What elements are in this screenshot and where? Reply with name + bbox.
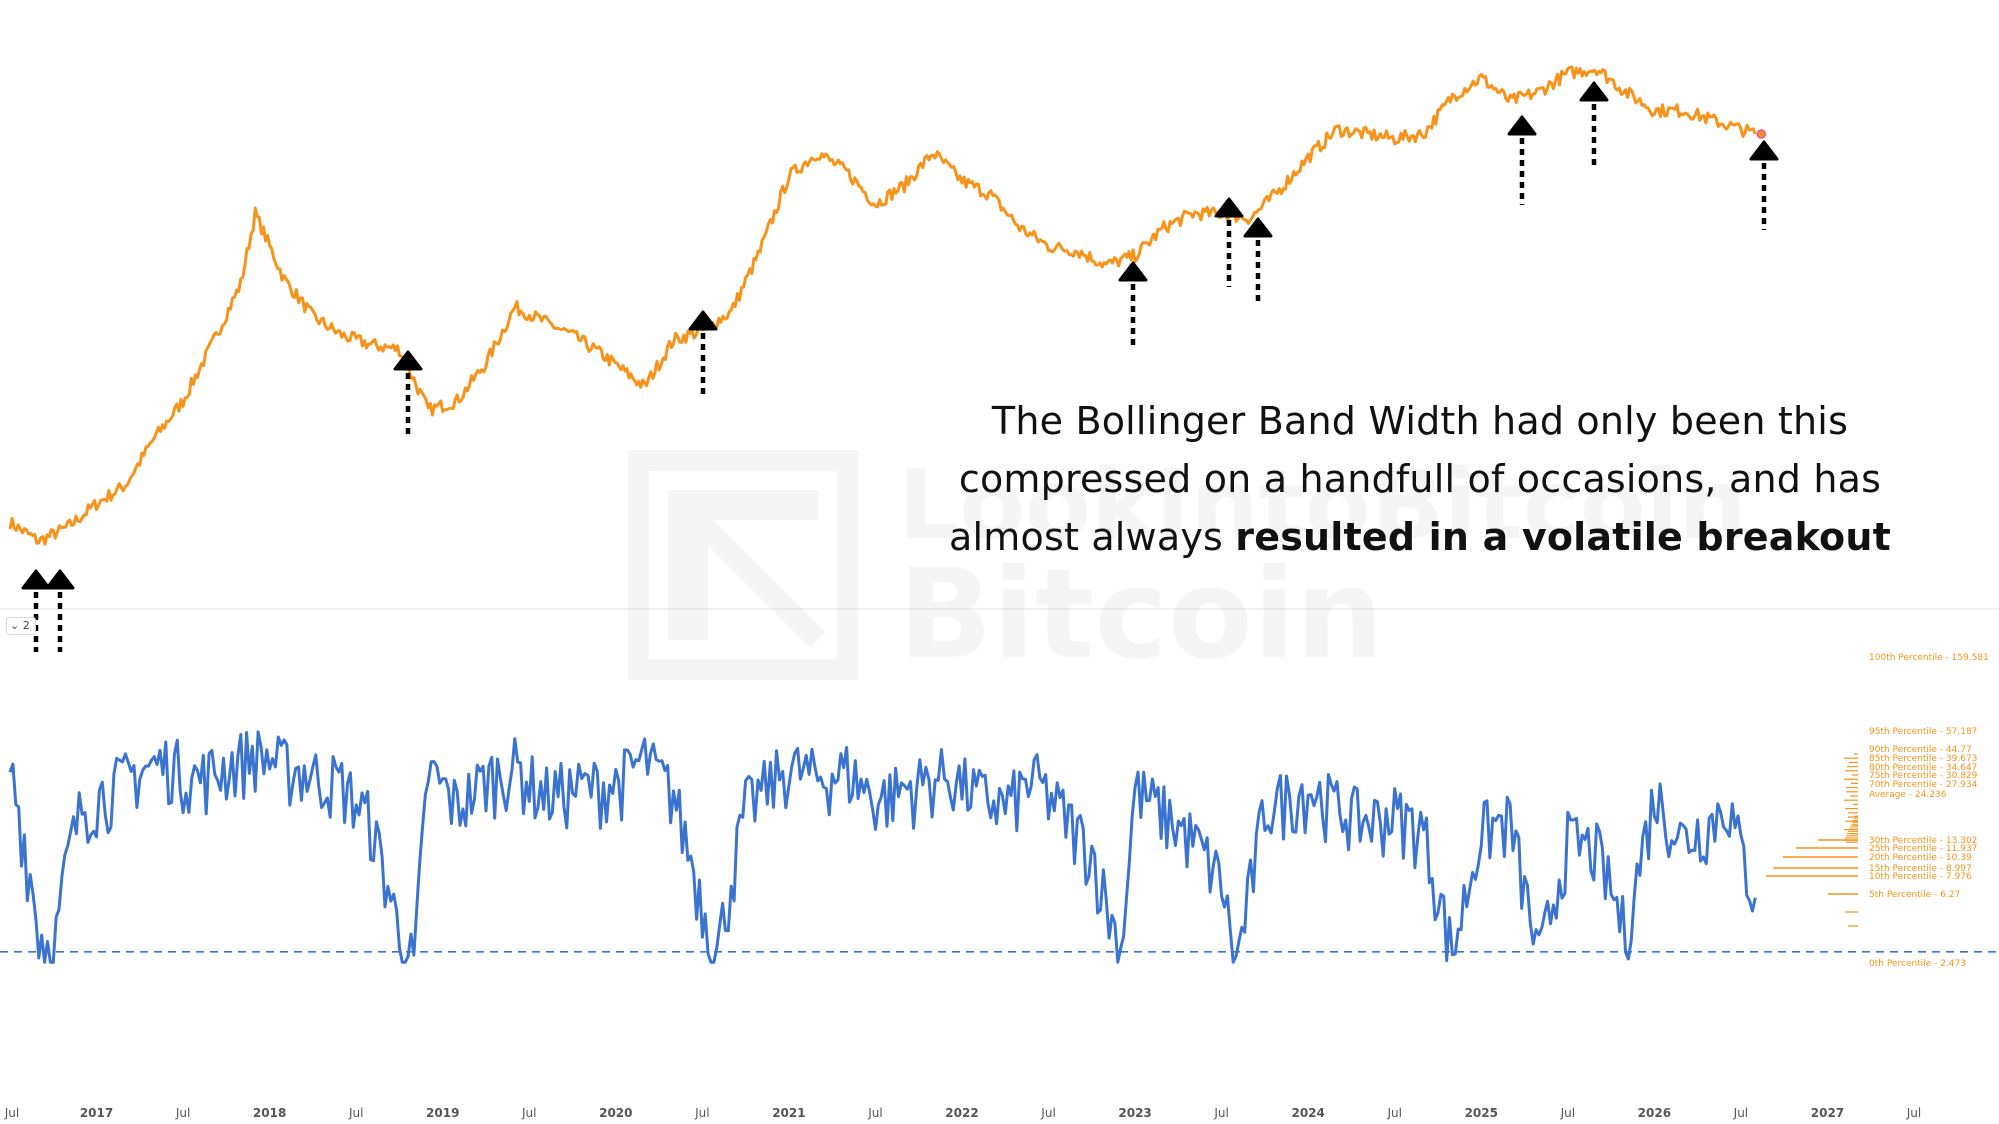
x-tick-label: 2024 — [1291, 1106, 1324, 1120]
percentile-histogram — [1766, 753, 1858, 927]
price-last-marker — [1756, 129, 1767, 139]
breakout-arrow — [45, 569, 75, 652]
x-tick-label: Jul — [867, 1106, 882, 1120]
x-tick-label: 2025 — [1465, 1106, 1498, 1120]
percentile-label: 15th Percentile - 8.997 — [1869, 864, 1972, 874]
pane-selector[interactable]: ⌄ 2 — [6, 617, 36, 635]
breakout-arrow — [1243, 217, 1273, 306]
percentile-label: 0th Percentile - 2.473 — [1869, 959, 1966, 969]
x-tick-label: Jul — [694, 1106, 709, 1120]
x-tick-label: 2026 — [1638, 1106, 1671, 1120]
pane-selector-value: 2 — [22, 619, 30, 632]
percentile-label: 25th Percentile - 11.937 — [1869, 844, 1977, 854]
percentile-label: 30th Percentile - 13.302 — [1869, 836, 1977, 846]
percentile-label: 10th Percentile - 7.976 — [1869, 872, 1972, 882]
percentile-label: 95th Percentile - 57.187 — [1869, 727, 1977, 737]
bbw-line — [8, 730, 1757, 964]
x-tick-label: 2020 — [599, 1106, 632, 1120]
x-tick-label: Jul — [1386, 1106, 1401, 1120]
x-tick-label: 2023 — [1118, 1106, 1151, 1120]
percentile-label: 100th Percentile - 159.581 — [1869, 653, 1989, 663]
x-tick-label: Jul — [1733, 1106, 1748, 1120]
watermark-logo-icon — [628, 450, 858, 680]
x-tick-label: 2027 — [1811, 1106, 1844, 1120]
percentile-label: 90th Percentile - 44.77 — [1869, 745, 1972, 755]
x-tick-label: Jul — [4, 1106, 19, 1120]
x-tick-label: Jul — [1560, 1106, 1575, 1120]
percentile-label: 85th Percentile - 39.673 — [1869, 754, 1977, 764]
breakout-arrow — [393, 350, 423, 436]
price-pane — [8, 65, 1767, 546]
breakout-arrow — [1579, 81, 1609, 170]
breakout-arrows — [21, 81, 1779, 652]
annotation-text: The Bollinger Band Width had only been t… — [940, 392, 1900, 566]
annotation-line-1: The Bollinger Band Width had only been t… — [991, 399, 1849, 443]
annotation-line-3-plain: almost always — [949, 515, 1236, 559]
x-tick-label: Jul — [348, 1106, 363, 1120]
breakout-arrow — [688, 310, 718, 398]
x-axis: Jul 2017 Jul 2018 Jul 2019 Jul 2020 Jul 2021 Jul 20… — [4, 1106, 1921, 1120]
breakout-arrow — [21, 569, 51, 652]
x-tick-label: Jul — [1213, 1106, 1228, 1120]
percentile-labels: 100th Percentile - 159.581 95th Percentil… — [1869, 653, 1989, 969]
watermark-text-line2: Bitcoin — [898, 560, 1747, 670]
x-tick-label: 2021 — [772, 1106, 805, 1120]
x-tick-label: Jul — [175, 1106, 190, 1120]
annotation-line-3: almost always resulted in a volatile bre… — [940, 508, 1900, 566]
x-tick-label: Jul — [1040, 1106, 1055, 1120]
percentile-label: 80th Percentile - 34.647 — [1869, 763, 1977, 773]
percentile-label: 75th Percentile - 30.829 — [1869, 771, 1978, 781]
x-tick-label: 2018 — [253, 1106, 286, 1120]
x-tick-label: 2017 — [80, 1106, 113, 1120]
x-tick-label: Jul — [521, 1106, 536, 1120]
chevron-down-icon: ⌄ — [10, 619, 20, 632]
x-tick-label: 2019 — [426, 1106, 459, 1120]
annotation-line-2: compressed on a handfull of occasions, a… — [958, 457, 1882, 501]
bollinger-band-width-pane — [0, 730, 1999, 964]
breakout-arrow — [1118, 261, 1148, 345]
price-line — [8, 65, 1757, 546]
annotation-line-3-bold: resulted in a volatile breakout — [1235, 515, 1891, 559]
percentile-label: 70th Percentile - 27.934 — [1869, 780, 1978, 790]
percentile-label: 20th Percentile - 10.39 — [1869, 853, 1972, 863]
percentile-label: Average - 24.236 — [1869, 790, 1947, 800]
breakout-arrow — [1214, 197, 1244, 287]
percentile-label: 5th Percentile - 6.27 — [1869, 890, 1960, 900]
x-tick-label: Jul — [1906, 1106, 1921, 1120]
breakout-arrow — [1749, 140, 1779, 230]
breakout-arrow — [1507, 115, 1537, 205]
x-tick-label: 2022 — [945, 1106, 978, 1120]
